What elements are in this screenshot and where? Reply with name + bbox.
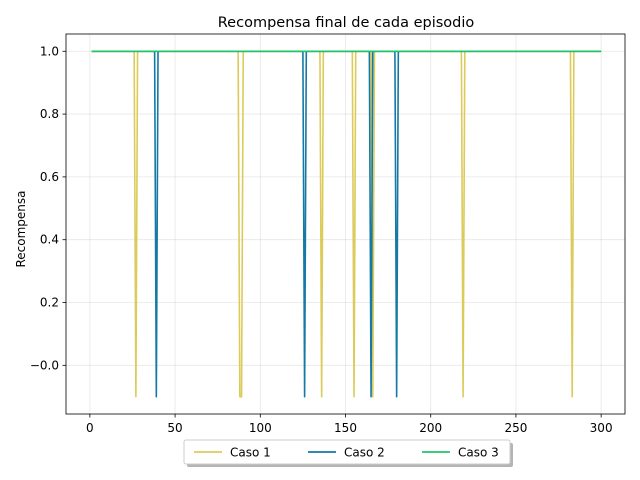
y-tick-label: 0.6	[40, 170, 59, 184]
x-tick-label: 50	[167, 421, 182, 435]
x-tick-label: 200	[419, 421, 442, 435]
x-tick-label: 100	[249, 421, 272, 435]
y-tick-label: 0.8	[40, 107, 59, 121]
x-tick-label: 150	[334, 421, 357, 435]
legend-box	[183, 439, 511, 465]
legend-label-1: Caso 1	[230, 446, 271, 460]
legend-label-2: Caso 2	[344, 446, 385, 460]
y-tick-label: −0.0	[30, 358, 59, 372]
y-tick-label: 1.0	[40, 44, 59, 58]
x-tick-label: 300	[590, 421, 613, 435]
y-tick-label: 0.2	[40, 296, 59, 310]
y-tick-label: 0.4	[40, 233, 59, 247]
y-axis-label: Recompensa	[14, 190, 28, 267]
legend: Caso 1 Caso 2 Caso 3	[183, 439, 513, 467]
ticks: 0 50 100 150 200 250 300 −0.0 0.2 0.4 0.6 0.8 1.0	[30, 44, 613, 435]
legend-label-3: Caso 3	[458, 446, 499, 460]
series-layer	[91, 50, 602, 398]
grid	[66, 34, 625, 414]
x-tick-label: 0	[86, 421, 94, 435]
x-tick-label: 250	[504, 421, 527, 435]
chart-title: Recompensa final de cada episodio	[218, 15, 475, 31]
